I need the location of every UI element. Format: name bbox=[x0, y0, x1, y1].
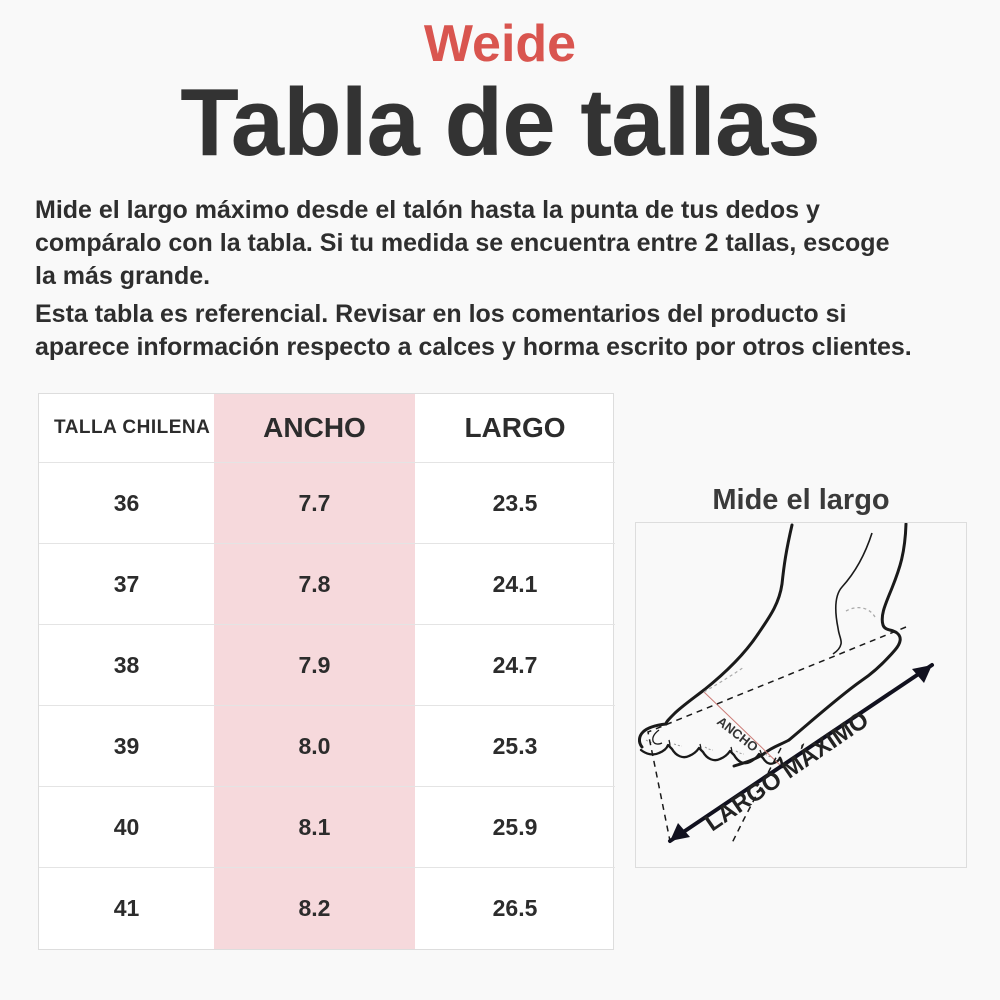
svg-text:ANCHO: ANCHO bbox=[714, 714, 761, 755]
